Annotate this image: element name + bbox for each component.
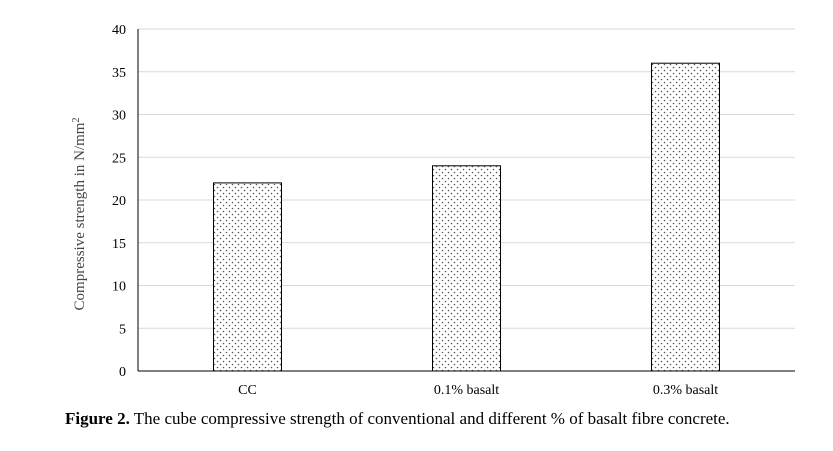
x-tick-label: 0.1% basalt (434, 383, 499, 398)
bar-0-1-basalt (432, 165, 501, 372)
y-tick-label: 40 (112, 23, 126, 38)
x-tick-label: CC (238, 383, 257, 398)
bar-chart: 0 5 10 15 20 25 30 35 40 CC 0.1% basalt 0.3% basal… (71, 23, 795, 398)
x-tick-label: 0.3% basalt (653, 383, 718, 398)
figure-caption: Figure 2. The cube compressive strength … (65, 409, 730, 429)
y-tick-label: 35 (112, 66, 126, 81)
y-tick-label: 0 (119, 365, 126, 380)
y-tick-label: 20 (112, 194, 126, 209)
caption-text: The cube compressive strength of convent… (129, 409, 730, 428)
x-axis-ticks: CC 0.1% basalt 0.3% basalt (238, 383, 718, 398)
y-tick-label: 25 (112, 151, 126, 166)
bars (213, 62, 720, 372)
y-tick-label: 30 (112, 109, 126, 124)
y-axis-ticks: 0 5 10 15 20 25 30 35 40 (112, 23, 126, 380)
y-tick-label: 10 (112, 280, 126, 295)
y-axis-label: Compressive strength in N/mm2 (71, 118, 88, 311)
bar-cc (213, 182, 282, 372)
y-tick-label: 5 (119, 322, 126, 337)
y-tick-label: 15 (112, 237, 126, 252)
caption-label: Figure 2. (65, 409, 130, 428)
bar-0-3-basalt (651, 62, 720, 372)
